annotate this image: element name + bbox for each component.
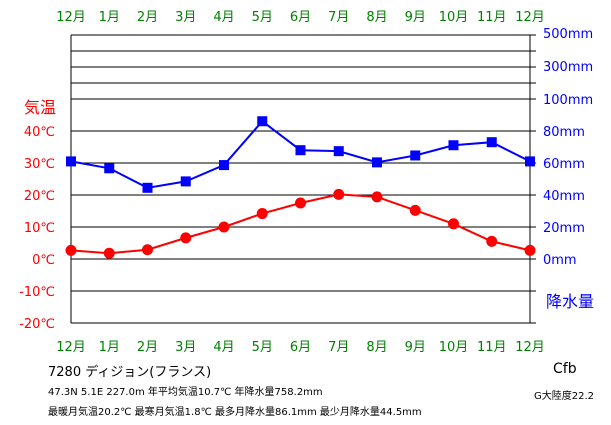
temperature-point <box>180 232 192 244</box>
series-layer <box>65 116 536 259</box>
bottom-month-labels: 12月 1月 2月 3月 4月 5月 6月 7月 8月 9月 10月 11月 12月 <box>56 340 545 355</box>
month-label-bottom: 12月 <box>515 340 545 355</box>
station-details-1: 47.3N 5.1E 227.0m 年平均気温10.7℃ 年降水量758.2mm <box>48 387 323 398</box>
month-label-top: 5月 <box>252 10 273 25</box>
temperature-point <box>103 247 115 259</box>
top-month-labels: 12月 1月 2月 3月 4月 5月 6月 7月 8月 9月 10月 11月 12月 <box>56 10 545 25</box>
temperature-point <box>295 197 306 209</box>
precipitation-point <box>142 182 153 193</box>
month-label-bottom: 3月 <box>175 340 196 355</box>
month-label-top: 1月 <box>99 10 120 25</box>
month-label-bottom: 2月 <box>137 340 158 355</box>
chart-grid <box>70 34 536 324</box>
month-label-top: 3月 <box>175 10 196 25</box>
month-label-bottom: 4月 <box>213 340 234 355</box>
month-label-top: 8月 <box>366 10 387 25</box>
temperature-point <box>486 235 498 247</box>
precipitation-point <box>104 163 115 174</box>
temperature-tick-label: 10℃ <box>24 221 55 236</box>
station-title: 7280 ディジョン(フランス) <box>48 365 212 380</box>
precipitation-point <box>448 140 459 151</box>
precipitation-point <box>295 145 306 156</box>
precipitation-point <box>180 176 191 187</box>
precipitation-point <box>410 150 421 161</box>
temperature-point <box>448 218 459 230</box>
precipitation-tick-label: 40mm <box>543 189 585 204</box>
month-label-top: 4月 <box>213 10 234 25</box>
temperature-point <box>524 244 536 256</box>
precipitation-point <box>372 157 382 168</box>
month-label-bottom: 1月 <box>99 340 120 355</box>
precipitation-tick-label: 60mm <box>543 157 585 172</box>
month-label-top: 12月 <box>56 10 86 25</box>
month-label-top: 12月 <box>515 10 545 25</box>
temperature-axis-label: 気温 <box>24 98 57 117</box>
temperature-point <box>218 221 230 233</box>
month-label-top: 7月 <box>328 10 349 25</box>
precipitation-point <box>257 116 268 127</box>
temperature-point <box>371 191 383 203</box>
temperature-point <box>409 204 421 216</box>
month-label-bottom: 9月 <box>405 340 426 355</box>
precipitation-tick-label: 100mm <box>543 93 593 108</box>
month-label-top: 10月 <box>439 10 469 25</box>
month-label-top: 9月 <box>405 10 426 25</box>
precipitation-tick-label: 0mm <box>543 253 577 268</box>
month-label-bottom: 8月 <box>366 340 387 355</box>
month-label-bottom: 11月 <box>477 340 507 355</box>
precipitation-tick-labels: 500mm 300mm 100mm 80mm 60mm 40mm 20mm 0mm <box>543 27 593 268</box>
precipitation-tick-label: 20mm <box>543 221 585 236</box>
climate-classification: Cfb <box>553 361 577 377</box>
month-label-bottom: 7月 <box>328 340 349 355</box>
month-label-bottom: 10月 <box>439 340 469 355</box>
temperature-tick-label: 40℃ <box>24 125 55 140</box>
month-label-top: 11月 <box>477 10 507 25</box>
temperature-tick-label: 20℃ <box>24 189 55 204</box>
temperature-tick-label: 0℃ <box>32 253 55 268</box>
precipitation-point <box>525 156 535 167</box>
precipitation-tick-label: 500mm <box>543 27 593 42</box>
continentality-index: G大陸度22.2 <box>534 391 595 402</box>
month-label-bottom: 12月 <box>56 340 86 355</box>
temperature-point <box>333 188 345 200</box>
precipitation-point <box>219 160 229 171</box>
precipitation-tick-label: 80mm <box>543 125 585 140</box>
precipitation-point <box>486 137 497 148</box>
month-label-bottom: 5月 <box>252 340 273 355</box>
month-label-top: 6月 <box>290 10 311 25</box>
temperature-point <box>256 208 268 220</box>
temperature-tick-label: -20℃ <box>19 317 55 332</box>
month-label-top: 2月 <box>137 10 158 25</box>
month-label-bottom: 6月 <box>290 340 311 355</box>
precipitation-tick-label: 300mm <box>543 60 593 75</box>
precipitation-point <box>66 156 76 167</box>
temperature-point <box>65 244 77 256</box>
temperature-tick-label: -10℃ <box>19 285 55 300</box>
temperature-tick-label: 30℃ <box>24 157 55 172</box>
precipitation-axis-label: 降水量 <box>546 292 595 311</box>
temperature-point <box>142 244 153 256</box>
station-details-2: 最暖月気温20.2℃ 最寒月気温1.8℃ 最多月降水量86.1mm 最少月降水量… <box>48 407 422 418</box>
temperature-tick-labels: 40℃ 30℃ 20℃ 10℃ 0℃ -10℃ -20℃ <box>19 125 55 332</box>
precipitation-point <box>333 146 344 157</box>
